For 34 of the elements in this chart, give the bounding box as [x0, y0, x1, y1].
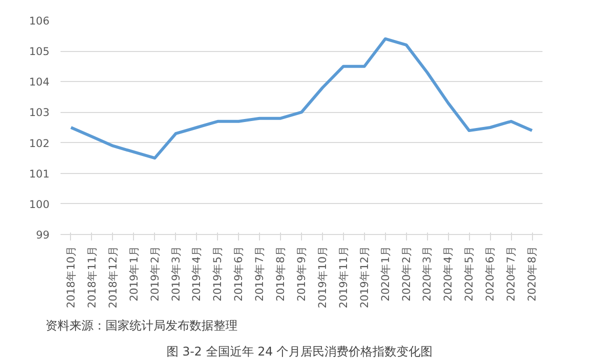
x-tick-label: 2020年8月	[526, 245, 539, 302]
y-tick-label: 100	[29, 198, 50, 211]
y-tick-label: 101	[29, 167, 50, 180]
x-tick-label: 2019年2月	[148, 245, 162, 302]
x-tick-label: 2019年4月	[190, 245, 204, 302]
y-tick-label: 105	[29, 45, 50, 58]
y-tick-label: 102	[29, 136, 50, 150]
x-tick-label: 2020年2月	[400, 245, 413, 302]
x-tick-label: 2018年11月	[85, 245, 98, 308]
x-tick-label: 2019年12月	[358, 245, 371, 308]
x-tick-label: 2020年7月	[504, 245, 518, 302]
x-tick-label: 2019年11月	[336, 245, 350, 308]
x-tick-label: 2019年7月	[253, 245, 266, 302]
x-tick-label: 2019年1月	[127, 245, 140, 302]
x-tick-label: 2018年12月	[106, 245, 120, 308]
x-tick-label: 2019年9月	[295, 245, 308, 302]
x-tick-label: 2020年3月	[420, 245, 434, 302]
y-tick-label: 104	[29, 76, 50, 89]
x-tick-label: 2019年3月	[169, 245, 182, 302]
x-tick-label: 2018年10月	[64, 245, 78, 308]
text: 图 3-2 全国近年 24 个月居民消费价格指数变化图	[166, 344, 433, 358]
y-tick-label: 106	[29, 14, 50, 28]
y-tick-label: 99	[36, 228, 50, 242]
x-tick-label: 2019年5月	[211, 245, 224, 302]
x-tick-label: 2019年8月	[274, 245, 288, 302]
x-tick-label: 2020年4月	[442, 245, 455, 302]
x-tick-label: 2020年5月	[462, 245, 476, 302]
text: 资料来源：国家统计局发布数据整理	[46, 318, 238, 332]
y-tick-label: 103	[29, 106, 50, 120]
x-tick-label: 2019年10月	[316, 245, 329, 308]
line-series	[69, 37, 534, 160]
x-tick-label: 2020年1月	[378, 245, 392, 302]
x-tick-label: 2020年6月	[484, 245, 497, 302]
x-tick-label: 2019年6月	[232, 245, 246, 302]
